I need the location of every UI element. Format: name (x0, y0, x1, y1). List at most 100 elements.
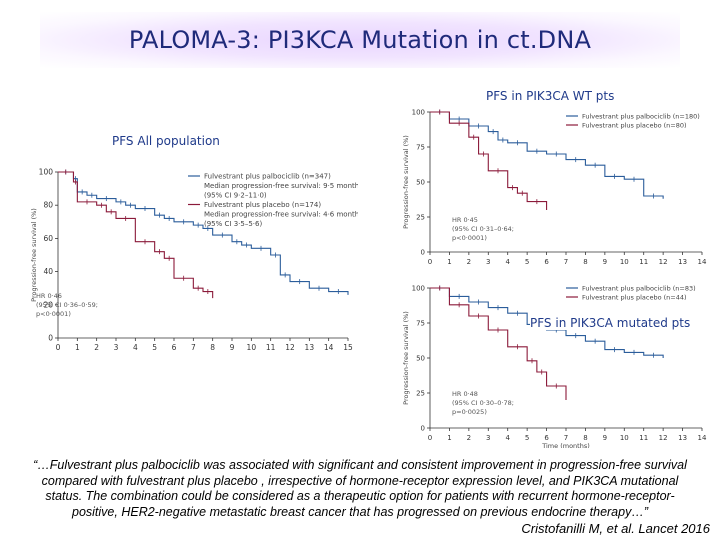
x-tick-label: 13 (678, 434, 687, 442)
x-tick-label: 4 (505, 258, 510, 266)
x-tick-label: 0 (428, 258, 432, 266)
legend-entry: Fulvestrant plus placebo (n=44) (582, 294, 687, 302)
x-tick-label: 7 (564, 434, 568, 442)
x-tick-label: 11 (266, 343, 276, 352)
x-tick-label: 5 (525, 258, 529, 266)
km-curve (430, 287, 567, 400)
hazard-ratio-text: p=0·0025) (452, 408, 487, 416)
x-tick-label: 8 (583, 258, 587, 266)
x-tick-label: 2 (467, 434, 471, 442)
x-tick-label: 4 (505, 434, 510, 442)
x-tick-label: 14 (698, 258, 707, 266)
y-axis-label: Progression-free survival (%) (402, 311, 410, 405)
x-tick-label: 14 (324, 343, 334, 352)
y-tick-label: 0 (421, 425, 425, 433)
y-tick-label: 50 (416, 179, 425, 187)
y-tick-label: 25 (416, 390, 425, 398)
y-tick-label: 40 (43, 267, 53, 276)
quote-line: status. The combination could be conside… (45, 489, 675, 503)
quote-line: compared with fulvestrant plus placebo ,… (41, 473, 679, 488)
y-tick-label: 100 (412, 109, 425, 117)
label-pik3ca-mutated: PFS in PIK3CA mutated pts (530, 316, 691, 330)
quote-line: “…Fulvestrant plus palbociclib was assoc… (33, 458, 687, 472)
y-tick-label: 25 (416, 214, 425, 222)
hazard-ratio-text: HR 0·48 (452, 390, 478, 398)
x-tick-label: 9 (603, 258, 607, 266)
hazard-ratio-text: HR 0·45 (452, 216, 478, 224)
x-tick-label: 10 (620, 434, 629, 442)
x-tick-label: 12 (659, 258, 668, 266)
x-tick-label: 12 (285, 343, 295, 352)
legend-entry: Fulvestrant plus palbociclib (n=347) (204, 173, 331, 181)
x-tick-label: 3 (114, 343, 119, 352)
y-tick-label: 20 (43, 300, 53, 309)
x-tick-label: 6 (544, 258, 549, 266)
x-tick-label: 0 (428, 434, 432, 442)
x-axis-label: Time (months) (541, 442, 590, 448)
y-tick-label: 80 (43, 201, 53, 210)
slide-title: PALOMA-3: PI3KCA Mutation in ct.DNA (128, 26, 592, 54)
legend-entry: (95% CI 3·5–5·6) (204, 220, 262, 228)
km-curve (430, 111, 664, 199)
legend-entry: Fulvestrant plus palbociclib (n=83) (582, 285, 696, 293)
citation: Cristofanilli M, et al. Lancet 2016 (521, 521, 710, 536)
x-tick-label: 7 (191, 343, 196, 352)
x-tick-label: 7 (564, 258, 568, 266)
x-tick-label: 8 (210, 343, 215, 352)
x-tick-label: 3 (486, 434, 490, 442)
x-tick-label: 9 (603, 434, 607, 442)
x-tick-label: 10 (620, 258, 629, 266)
legend-entry: Fulvestrant plus placebo (n=80) (582, 122, 687, 130)
x-tick-label: 3 (486, 258, 490, 266)
y-tick-label: 60 (43, 234, 53, 243)
x-tick-label: 1 (447, 434, 451, 442)
quote-line: positive, HER2-negative metastatic breas… (72, 504, 648, 519)
legend-entry: Fulvestrant plus palbociclib (n=180) (582, 113, 700, 121)
legend-entry: Median progression-free survival: 9·5 mo… (204, 182, 358, 190)
hazard-ratio-text: (95% CI 0·30–0·78; (452, 399, 514, 407)
hazard-ratio-text: HR 0·46 (36, 292, 62, 300)
hazard-ratio-text: p<0·0001) (36, 310, 71, 318)
y-tick-label: 0 (48, 334, 53, 343)
legend-entry: Median progression-free survival: 4·6 mo… (204, 211, 358, 219)
km-curve (430, 111, 548, 210)
km-curve (58, 171, 349, 295)
legend-entry: (95% CI 9·2–11·0) (204, 192, 267, 200)
x-tick-label: 15 (343, 343, 353, 352)
x-tick-label: 12 (659, 434, 668, 442)
y-axis-label: Progression-free survival (%) (402, 135, 410, 229)
x-tick-label: 11 (639, 258, 648, 266)
summary-quote: “…Fulvestrant plus palbociclib was assoc… (18, 458, 702, 520)
km-curve (430, 287, 664, 358)
y-tick-label: 100 (412, 285, 425, 293)
y-tick-label: 75 (416, 320, 425, 328)
x-tick-label: 11 (639, 434, 648, 442)
legend-entry: Fulvestrant plus placebo (n=174) (204, 201, 321, 209)
x-tick-label: 5 (525, 434, 529, 442)
hazard-ratio-text: p<0·0001) (452, 234, 487, 242)
x-tick-label: 8 (583, 434, 587, 442)
x-tick-label: 6 (172, 343, 177, 352)
x-tick-label: 2 (467, 258, 471, 266)
x-tick-label: 9 (230, 343, 235, 352)
x-tick-label: 13 (678, 258, 687, 266)
y-tick-label: 50 (416, 355, 425, 363)
x-tick-label: 13 (305, 343, 315, 352)
hazard-ratio-text: (95% CI 0·31–0·64; (452, 225, 514, 233)
x-tick-label: 1 (75, 343, 80, 352)
x-tick-label: 1 (447, 258, 451, 266)
x-tick-label: 10 (247, 343, 257, 352)
y-tick-label: 0 (421, 249, 425, 257)
y-tick-label: 100 (39, 168, 54, 177)
x-tick-label: 2 (94, 343, 99, 352)
x-tick-label: 5 (152, 343, 157, 352)
x-tick-label: 0 (56, 343, 61, 352)
label-all-population: PFS All population (112, 134, 220, 148)
x-tick-label: 4 (133, 343, 138, 352)
x-tick-label: 14 (698, 434, 707, 442)
y-tick-label: 75 (416, 144, 425, 152)
y-axis-label: Progression-free survival (%) (30, 208, 38, 302)
